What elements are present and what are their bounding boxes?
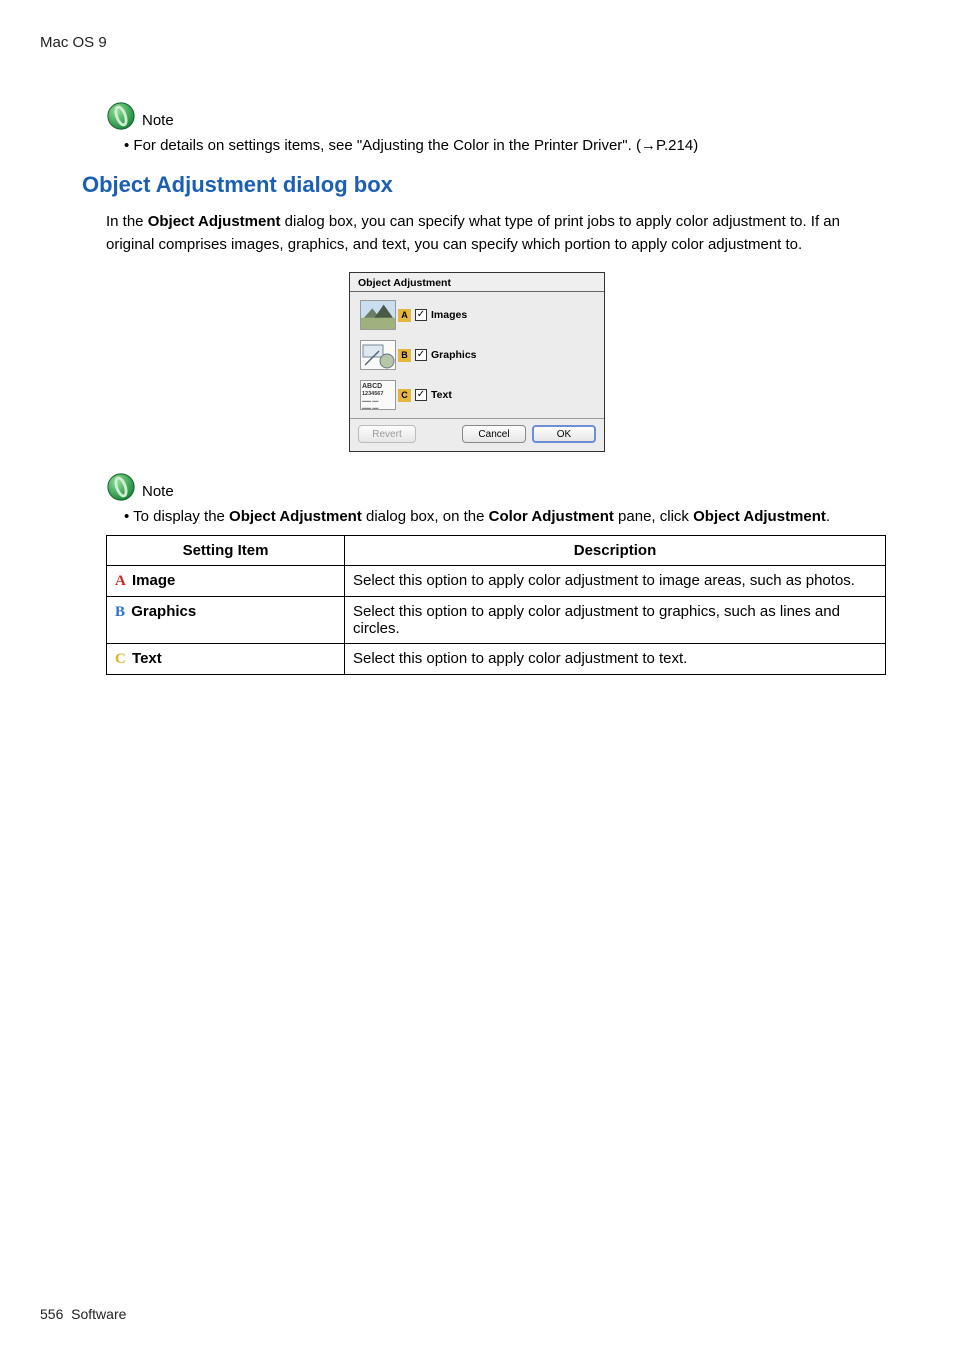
images-checkbox[interactable]: ✓ (415, 309, 427, 321)
images-label: Images (431, 309, 467, 321)
cell-desc-c: Select this option to apply color adjust… (345, 643, 886, 674)
text-thumb: ABCD1234567━━━ ━━━━━ ━━ (360, 380, 396, 410)
dialog-body: A ✓ Images B ✓ Graphics (350, 292, 604, 419)
images-thumb (360, 300, 396, 330)
graphics-thumb (360, 340, 396, 370)
marker-a: A (398, 309, 411, 322)
n2-m1: dialog box, on the (362, 508, 489, 525)
graphics-checkbox[interactable]: ✓ (415, 349, 427, 361)
item-a: Image (132, 572, 175, 589)
cell-desc-b: Select this option to apply color adjust… (345, 596, 886, 643)
revert-button[interactable]: Revert (358, 425, 416, 443)
th-setting: Setting Item (107, 535, 345, 565)
n2-m2: pane, click (614, 508, 693, 525)
n2-end: . (826, 508, 830, 525)
note1-bullet: • For details on settings items, see "Ad… (124, 135, 906, 158)
table-row: A Image Select this option to apply colo… (107, 565, 886, 596)
dialog-title: Object Adjustment (350, 273, 604, 292)
cancel-button[interactable]: Cancel (462, 425, 526, 443)
cell-desc-a: Select this option to apply color adjust… (345, 565, 886, 596)
n2-b1: Object Adjustment (229, 508, 362, 525)
page-footer: 556 Software (40, 1306, 126, 1322)
text-checkbox[interactable]: ✓ (415, 389, 427, 401)
n2-b2: Color Adjustment (489, 508, 614, 525)
note-icon (106, 472, 136, 502)
settings-table: Setting Item Description A Image Select … (106, 535, 886, 675)
option-images-row: A ✓ Images (360, 300, 594, 330)
object-adjustment-dialog: Object Adjustment A ✓ Images (349, 272, 605, 452)
para-pre: In the (106, 213, 148, 230)
table-row: C Text Select this option to apply color… (107, 643, 886, 674)
cell-item-a: A Image (107, 565, 345, 596)
note2-bullet: • To display the Object Adjustment dialo… (124, 506, 886, 529)
table-header-row: Setting Item Description (107, 535, 886, 565)
letter-c: C (115, 651, 126, 667)
footer-page: 556 (40, 1306, 63, 1322)
para-bold: Object Adjustment (148, 213, 281, 230)
section-title: Object Adjustment dialog box (82, 172, 906, 198)
item-b: Graphics (131, 603, 196, 620)
text-label: Text (431, 389, 452, 401)
cell-item-b: B Graphics (107, 596, 345, 643)
dialog-footer: Revert Cancel OK (350, 419, 604, 451)
n2-b3: Object Adjustment (693, 508, 826, 525)
cell-item-c: C Text (107, 643, 345, 674)
item-c: Text (132, 650, 162, 667)
n2-pre: To display the (133, 508, 229, 525)
table-row: B Graphics Select this option to apply c… (107, 596, 886, 643)
footer-label: Software (71, 1306, 126, 1322)
marker-b: B (398, 349, 411, 362)
note-label-2: Note (142, 483, 174, 502)
note-label: Note (142, 112, 174, 131)
note-block-2: Note (106, 472, 906, 502)
note-icon (106, 101, 136, 131)
letter-a: A (115, 573, 126, 589)
option-text-row: ABCD1234567━━━ ━━━━━ ━━ C ✓ Text (360, 380, 594, 410)
section-paragraph: In the Object Adjustment dialog box, you… (106, 210, 886, 257)
ok-button[interactable]: OK (532, 425, 596, 443)
letter-b: B (115, 604, 125, 620)
note-block-1: Note (106, 101, 906, 131)
page-header: Mac OS 9 (40, 34, 906, 51)
th-description: Description (345, 535, 886, 565)
option-graphics-row: B ✓ Graphics (360, 340, 594, 370)
marker-c: C (398, 389, 411, 402)
graphics-label: Graphics (431, 349, 477, 361)
note1-text: For details on settings items, see "Adju… (133, 137, 698, 154)
